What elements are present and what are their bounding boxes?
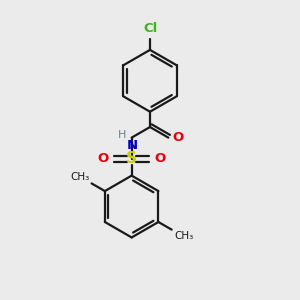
Text: O: O [172,130,183,143]
Text: CH₃: CH₃ [174,231,193,242]
Text: O: O [98,152,109,165]
Text: CH₃: CH₃ [70,172,89,182]
Text: N: N [127,139,138,152]
Text: O: O [154,152,166,165]
Text: Cl: Cl [143,22,157,34]
Text: H: H [118,130,126,140]
Text: S: S [126,151,137,166]
